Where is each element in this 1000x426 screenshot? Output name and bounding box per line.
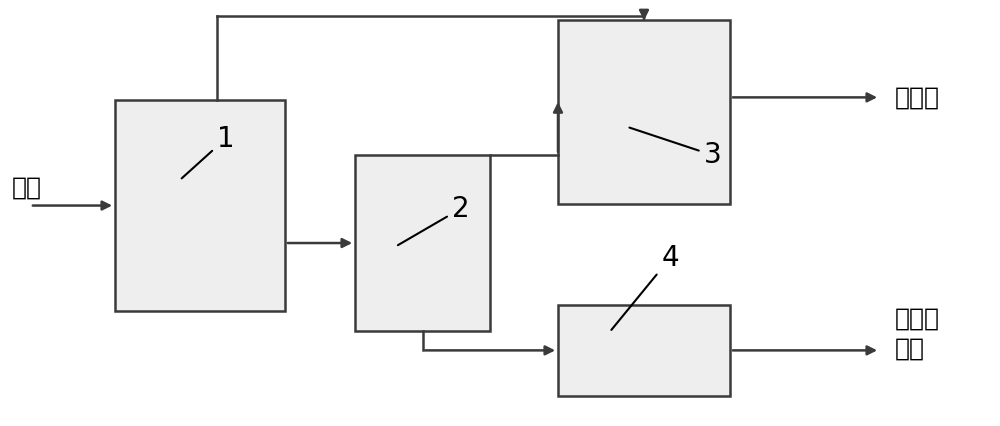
- Bar: [115, 100, 285, 311]
- Bar: [558, 305, 730, 396]
- Text: 醇产品: 醇产品: [895, 85, 940, 109]
- Text: 4: 4: [611, 244, 679, 330]
- Text: 1: 1: [182, 124, 235, 178]
- Text: 尾气: 尾气: [12, 176, 42, 200]
- Bar: [355, 155, 490, 331]
- Text: 催化剂
产物: 催化剂 产物: [895, 306, 940, 360]
- Text: 2: 2: [398, 195, 470, 245]
- Text: 3: 3: [629, 127, 722, 169]
- Bar: [558, 20, 730, 204]
